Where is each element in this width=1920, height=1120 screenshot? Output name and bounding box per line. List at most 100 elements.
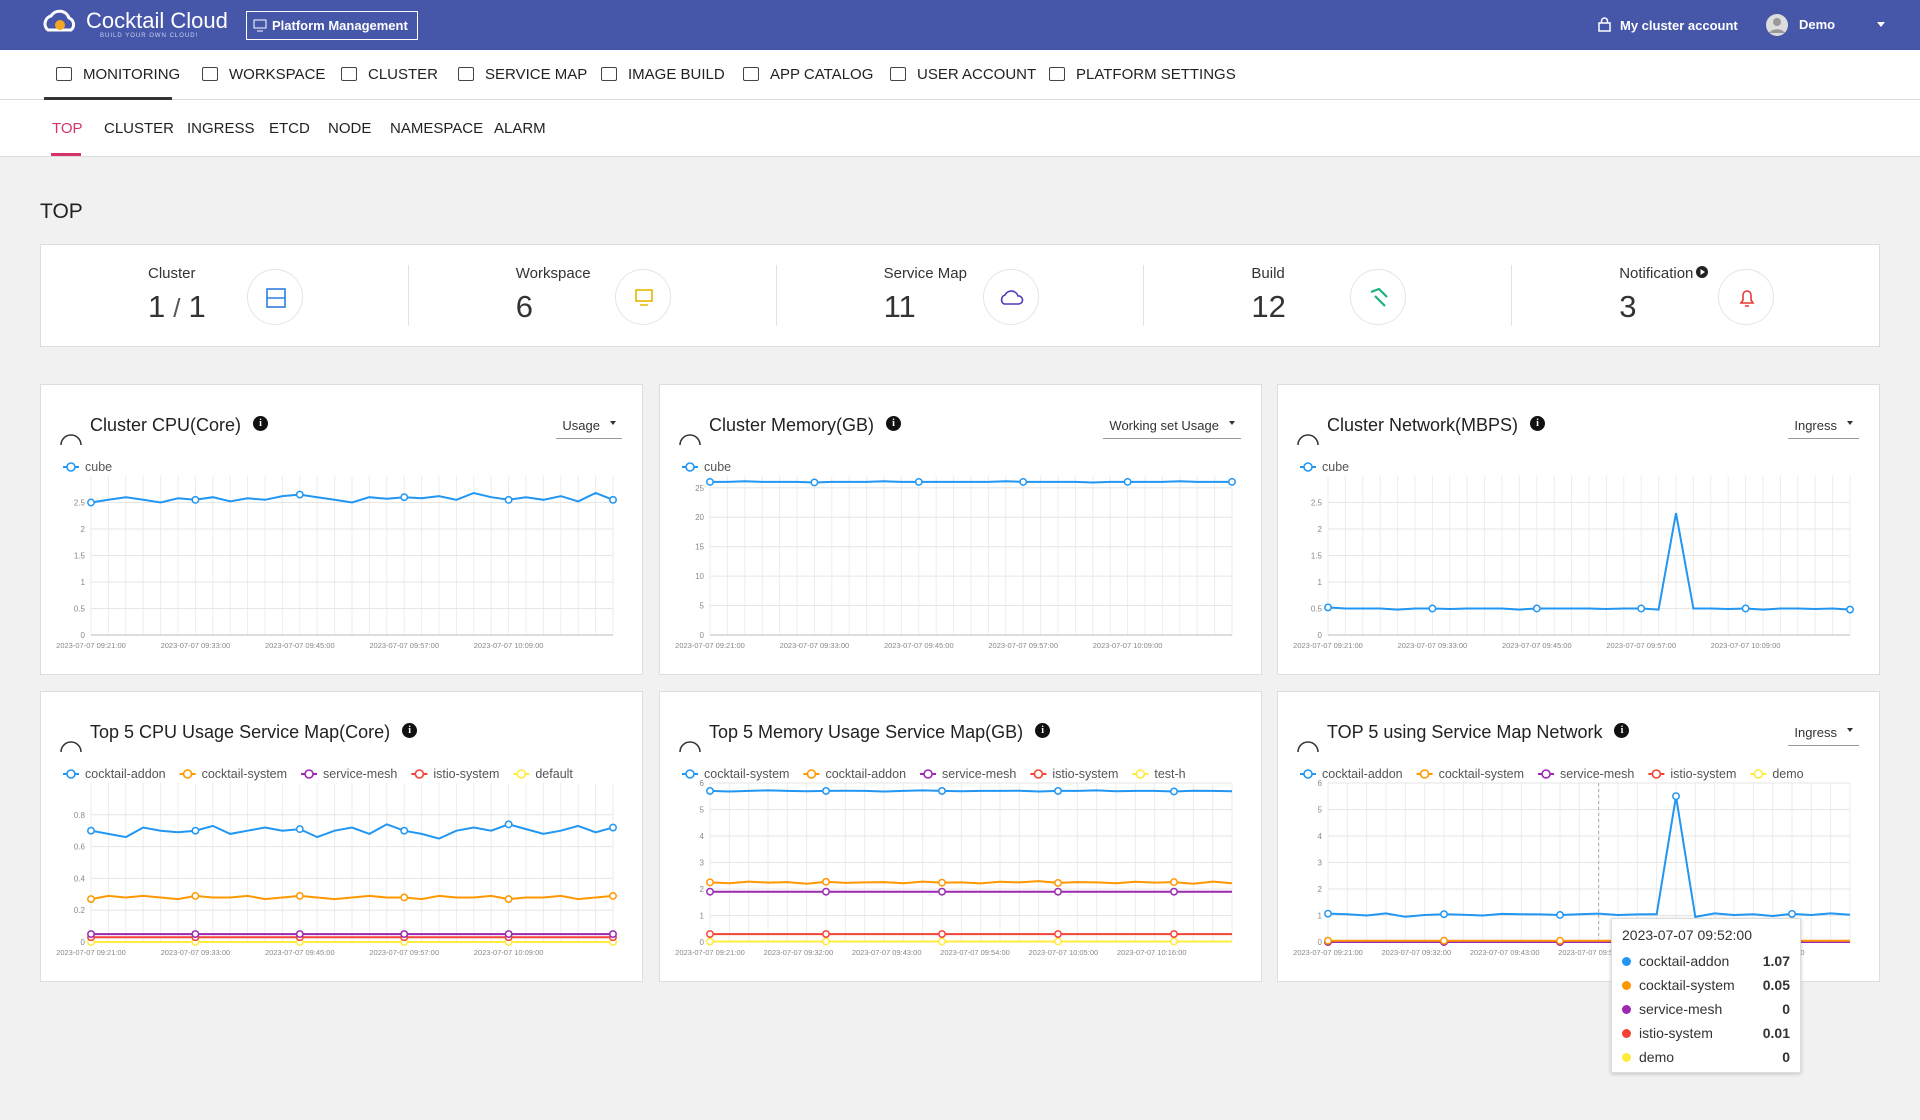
nav-item[interactable]: MONITORING bbox=[83, 50, 180, 100]
legend-marker bbox=[305, 770, 313, 778]
tooltip-dot bbox=[1622, 1005, 1631, 1014]
user-menu[interactable]: Demo bbox=[1799, 17, 1835, 32]
chart-panel: 05101520252023-07-07 09:21:002023-07-07 … bbox=[659, 384, 1262, 675]
nav-item[interactable]: WORKSPACE bbox=[229, 50, 325, 100]
legend-label: cube bbox=[704, 460, 731, 474]
y-tick-label: 1.5 bbox=[74, 552, 86, 561]
x-tick-label: 2023-07-07 09:57:00 bbox=[369, 641, 439, 650]
subnav-item[interactable]: NODE bbox=[328, 100, 371, 157]
x-tick-label: 2023-07-07 10:09:00 bbox=[1093, 641, 1163, 650]
nav-item[interactable]: APP CATALOG bbox=[770, 50, 873, 100]
legend-marker bbox=[415, 770, 423, 778]
subnav-underline bbox=[51, 153, 81, 156]
point-marker bbox=[505, 497, 511, 503]
point-marker bbox=[939, 931, 945, 937]
legend-marker bbox=[807, 770, 815, 778]
point-marker bbox=[1847, 606, 1853, 612]
legend-label: istio-system bbox=[1670, 767, 1736, 781]
x-tick-label: 2023-07-07 09:21:00 bbox=[56, 641, 126, 650]
legend-marker bbox=[1304, 770, 1312, 778]
tooltip-row: cocktail-system0.05 bbox=[1622, 973, 1790, 997]
series-line bbox=[710, 881, 1232, 884]
legend-marker bbox=[1304, 463, 1312, 471]
summary-item: Build 12 bbox=[1144, 265, 1512, 326]
summary-value: 1/1 bbox=[148, 289, 206, 325]
subnav-item[interactable]: INGRESS bbox=[187, 100, 255, 157]
tooltip-row: service-mesh0 bbox=[1622, 997, 1790, 1021]
point-marker bbox=[610, 931, 616, 937]
x-tick-label: 2023-07-07 09:45:00 bbox=[1502, 641, 1572, 650]
sub-nav: TOP CLUSTERINGRESS ETCD NODE NAMESPACEALARM bbox=[0, 100, 1920, 157]
point-marker bbox=[1789, 911, 1795, 917]
subnav-item[interactable]: ALARM bbox=[494, 100, 546, 157]
y-tick-label: 1 bbox=[1318, 578, 1323, 587]
x-tick-label: 2023-07-07 09:32:00 bbox=[1382, 948, 1452, 957]
nav-item[interactable]: CLUSTER bbox=[368, 50, 438, 100]
point-marker bbox=[1124, 479, 1130, 485]
point-marker bbox=[192, 828, 198, 834]
main-nav: MONITORING WORKSPACE CLUSTER SERVICE MAP IMA… bbox=[0, 50, 1920, 100]
info-icon[interactable]: i bbox=[1530, 416, 1545, 431]
info-icon[interactable]: i bbox=[886, 416, 901, 431]
point-marker bbox=[610, 497, 616, 503]
selector[interactable]: Usage bbox=[556, 411, 622, 439]
summary-label: Cluster bbox=[148, 265, 196, 282]
subnav-item[interactable]: CLUSTER bbox=[104, 100, 174, 157]
nav-item[interactable]: SERVICE MAP bbox=[485, 50, 587, 100]
selector[interactable]: Ingress bbox=[1788, 411, 1859, 439]
tooltip-row: istio-system0.01 bbox=[1622, 1021, 1790, 1045]
y-tick-label: 15 bbox=[695, 543, 704, 552]
info-icon[interactable]: i bbox=[253, 416, 268, 431]
legend-marker bbox=[517, 770, 525, 778]
point-marker bbox=[939, 938, 945, 944]
legend-marker bbox=[924, 770, 932, 778]
summary-value: 12 bbox=[1251, 289, 1285, 325]
subnav-item[interactable]: NAMESPACE bbox=[390, 100, 483, 157]
x-tick-label: 2023-07-07 10:16:00 bbox=[1117, 948, 1187, 957]
subnav-item[interactable]: TOP bbox=[52, 100, 83, 157]
x-tick-label: 2023-07-07 09:33:00 bbox=[161, 641, 231, 650]
title-icon bbox=[61, 435, 81, 445]
nav-item[interactable]: IMAGE BUILD bbox=[628, 50, 725, 100]
platform-button[interactable]: Platform Management bbox=[246, 11, 418, 40]
title-icon bbox=[1298, 742, 1318, 752]
y-tick-label: 1 bbox=[81, 578, 86, 587]
point-marker bbox=[505, 896, 511, 902]
tooltip-row: demo0 bbox=[1622, 1045, 1790, 1069]
x-tick-label: 2023-07-07 09:45:00 bbox=[265, 948, 335, 957]
legend-label: cocktail-system bbox=[1439, 767, 1524, 781]
page-title: TOP bbox=[40, 200, 83, 224]
tooltip-value: 0.01 bbox=[1763, 1025, 1790, 1041]
point-marker bbox=[505, 821, 511, 827]
legend-marker bbox=[1652, 770, 1660, 778]
tooltip-dot bbox=[1622, 1029, 1631, 1038]
nav-item[interactable]: PLATFORM SETTINGS bbox=[1076, 50, 1236, 100]
x-tick-label: 2023-07-07 09:21:00 bbox=[675, 641, 745, 650]
x-tick-label: 2023-07-07 09:32:00 bbox=[764, 948, 834, 957]
point-marker bbox=[823, 931, 829, 937]
y-tick-label: 2.5 bbox=[1311, 499, 1323, 508]
point-marker bbox=[823, 879, 829, 885]
point-marker bbox=[1557, 912, 1563, 918]
x-tick-label: 2023-07-07 10:09:00 bbox=[474, 641, 544, 650]
account-link[interactable]: My cluster account bbox=[1620, 18, 1738, 33]
y-tick-label: 3 bbox=[700, 859, 705, 868]
summary-label: Build bbox=[1251, 265, 1284, 282]
y-tick-label: 1 bbox=[700, 912, 705, 921]
nav-item[interactable]: USER ACCOUNT bbox=[917, 50, 1036, 100]
selector[interactable]: Working set Usage bbox=[1103, 411, 1241, 439]
nav-icon bbox=[458, 67, 474, 81]
summary-label: Workspace bbox=[516, 265, 591, 282]
tagline: BUILD YOUR OWN CLOUD! bbox=[100, 33, 198, 39]
top-bar: Cocktail Cloud BUILD YOUR OWN CLOUD! Pla… bbox=[0, 0, 1920, 50]
summary-item: Cluster 1/1 bbox=[41, 265, 409, 326]
y-tick-label: 3 bbox=[1318, 859, 1323, 868]
tooltip-name: service-mesh bbox=[1639, 1001, 1782, 1017]
y-tick-label: 2 bbox=[1318, 885, 1323, 894]
subnav-item[interactable]: ETCD bbox=[269, 100, 310, 157]
point-marker bbox=[1055, 931, 1061, 937]
y-tick-label: 2.5 bbox=[74, 499, 86, 508]
selector[interactable]: Ingress bbox=[1788, 718, 1859, 746]
point-marker bbox=[401, 828, 407, 834]
tooltip-dot bbox=[1622, 1053, 1631, 1062]
